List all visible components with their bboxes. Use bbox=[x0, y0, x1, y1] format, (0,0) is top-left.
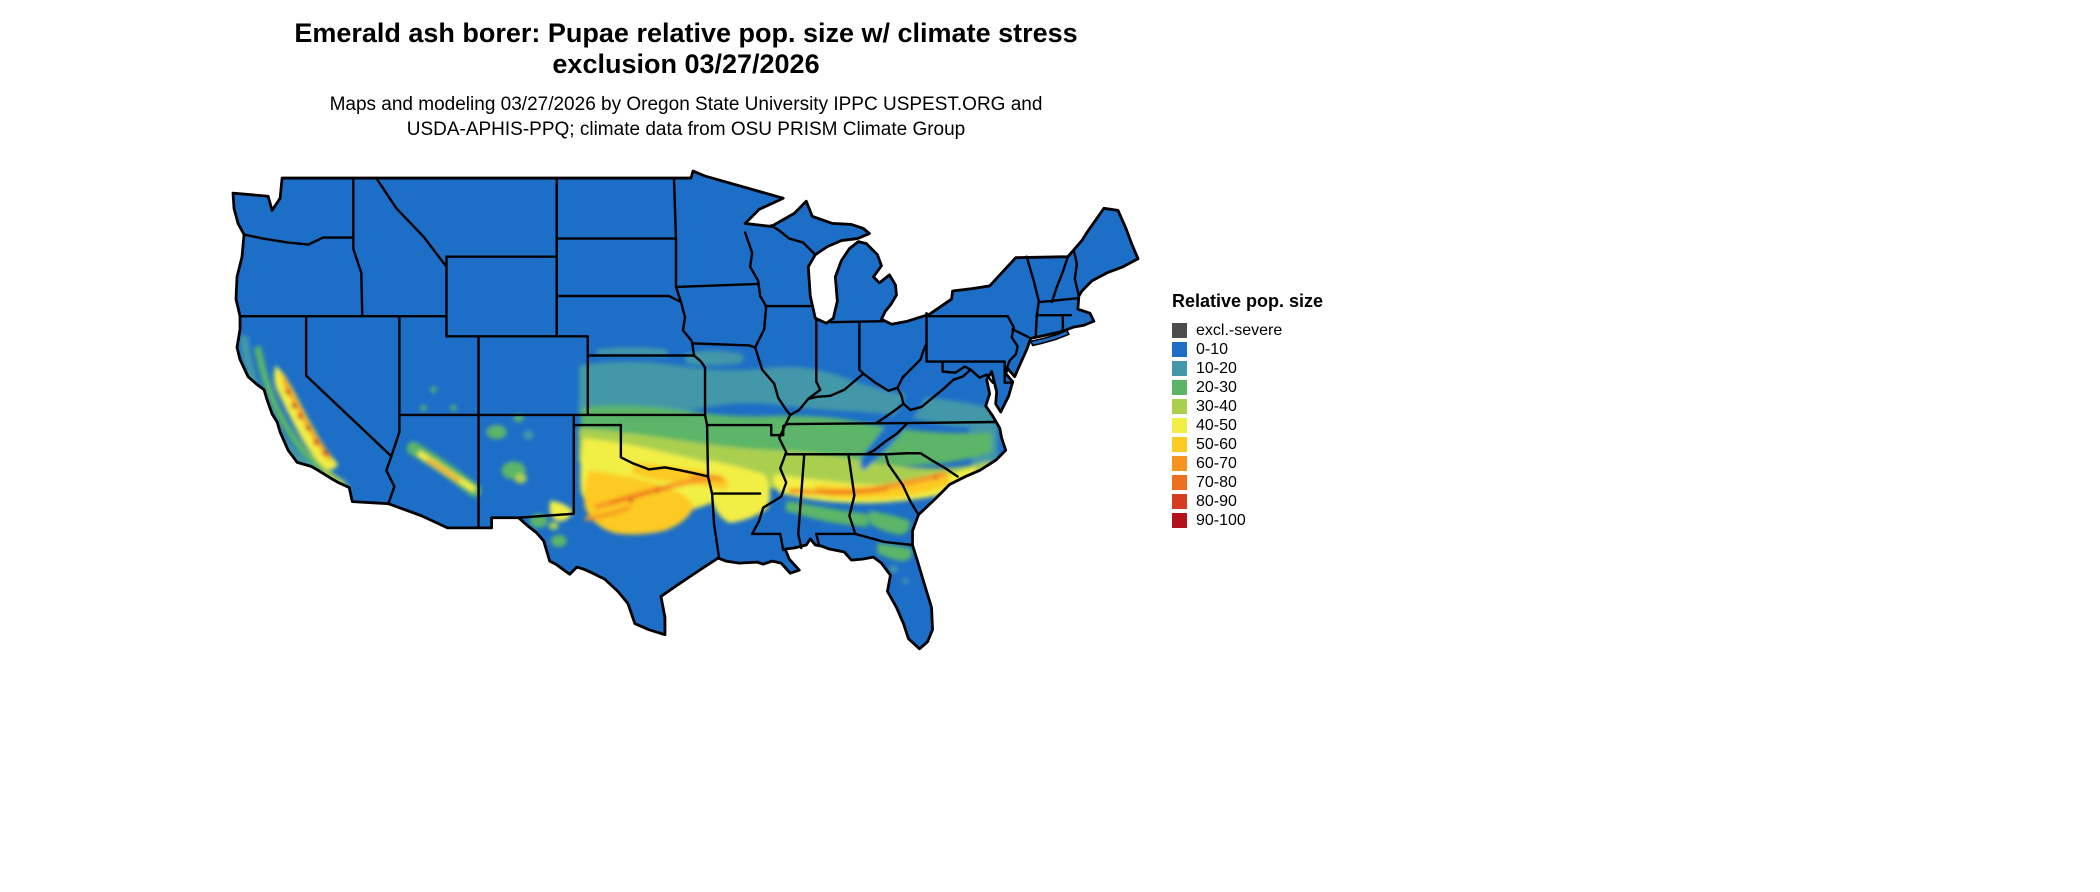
legend-item: 90-100 bbox=[1172, 511, 1392, 530]
pop-region-green-ne-florida bbox=[877, 542, 912, 562]
legend-label: 70-80 bbox=[1196, 474, 1237, 491]
map-title: Emerald ash borer: Pupae relative pop. s… bbox=[0, 18, 1372, 80]
legend-label: 80-90 bbox=[1196, 493, 1237, 510]
pop-region-green-utah bbox=[450, 404, 457, 411]
pop-region-darkred-central-valley bbox=[291, 403, 297, 409]
legend-label: 40-50 bbox=[1196, 417, 1237, 434]
legend-item: 80-90 bbox=[1172, 492, 1392, 511]
pop-region-orange-arizona bbox=[426, 458, 461, 482]
legend-items: excl.-severe 0-10 10-20 20-30 30-40 40-50 50-6… bbox=[1172, 321, 1392, 530]
legend-item: 60-70 bbox=[1172, 454, 1392, 473]
legend: Relative pop. size excl.-severe 0-10 10-20… bbox=[1172, 291, 1392, 530]
pop-region-yellow-arkansas-louisiana bbox=[708, 460, 771, 523]
pop-region-teal-florida bbox=[889, 565, 898, 574]
map-title-line2: exclusion 03/27/2026 bbox=[552, 49, 820, 79]
map-color-layer bbox=[233, 171, 1138, 649]
pop-region-green-se-georgia bbox=[869, 510, 910, 535]
legend-item: 0-10 bbox=[1172, 340, 1392, 359]
legend-item: 30-40 bbox=[1172, 397, 1392, 416]
pop-region-gold-central-texas bbox=[584, 470, 695, 535]
pop-region-darkorange-texas bbox=[609, 486, 671, 506]
legend-item: 50-60 bbox=[1172, 435, 1392, 454]
pop-region-darkred-central-valley bbox=[305, 425, 311, 431]
state-borders-central bbox=[555, 176, 909, 560]
pop-region-green-california bbox=[254, 345, 336, 480]
us-map-svg bbox=[231, 169, 1140, 651]
long-island bbox=[1029, 329, 1070, 347]
legend-swatch bbox=[1172, 437, 1187, 452]
legend-swatch bbox=[1172, 361, 1187, 376]
map-credits-line2: USDA-APHIS-PPQ; climate data from OSU PR… bbox=[406, 119, 966, 140]
pop-region-teal-iowa bbox=[684, 350, 745, 366]
map-credits: Maps and modeling 03/27/2026 by Oregon S… bbox=[0, 92, 1372, 142]
legend-label: 10-20 bbox=[1196, 360, 1237, 377]
pop-region-red-central-valley bbox=[322, 450, 329, 457]
legend-label: 20-30 bbox=[1196, 379, 1237, 396]
state-borders-west bbox=[238, 176, 707, 530]
map-title-line1: Emerald ash borer: Pupae relative pop. s… bbox=[294, 18, 1078, 48]
pop-region-red-south-carolina bbox=[933, 475, 938, 480]
legend-item: 20-30 bbox=[1172, 378, 1392, 397]
legend-item: excl.-severe bbox=[1172, 321, 1392, 340]
legend-swatch bbox=[1172, 456, 1187, 471]
legend-label: 60-70 bbox=[1196, 455, 1237, 472]
legend-swatch bbox=[1172, 399, 1187, 414]
pop-region-red-central-valley bbox=[313, 439, 320, 446]
pop-region-green-new-mexico bbox=[486, 425, 507, 440]
legend-swatch bbox=[1172, 342, 1187, 357]
pop-region-yellowgreen-west-texas bbox=[548, 521, 559, 530]
pop-region-red-central-valley bbox=[297, 412, 304, 419]
us-map bbox=[228, 168, 1140, 672]
state-borders-east bbox=[789, 249, 1081, 548]
pop-region-green-gulf bbox=[785, 500, 870, 527]
legend-swatch bbox=[1172, 494, 1187, 509]
pop-region-green-west-texas bbox=[522, 530, 535, 541]
pop-region-teal-new-mexico bbox=[523, 430, 534, 441]
pop-region-red-central-valley bbox=[285, 388, 292, 395]
pop-region-orange-texas bbox=[584, 505, 631, 521]
pop-region-red-texas bbox=[654, 487, 660, 492]
pop-region-yellowgreen-new-mexico bbox=[514, 473, 527, 484]
legend-swatch bbox=[1172, 513, 1187, 528]
map-credits-line1: Maps and modeling 03/27/2026 by Oregon S… bbox=[329, 94, 1043, 115]
legend-swatch bbox=[1172, 323, 1187, 338]
pop-region-orange-central-valley bbox=[282, 379, 330, 459]
legend-label: 90-100 bbox=[1196, 512, 1246, 529]
legend-swatch bbox=[1172, 380, 1187, 395]
pop-region-teal-florida bbox=[902, 578, 909, 585]
legend-label: 50-60 bbox=[1196, 436, 1237, 453]
pop-region-green-utah bbox=[430, 386, 437, 393]
legend-title: Relative pop. size bbox=[1172, 291, 1324, 311]
pop-region-green-band bbox=[580, 405, 992, 468]
pop-region-green-utah bbox=[420, 404, 427, 411]
legend-item: 10-20 bbox=[1172, 359, 1392, 378]
legend-item: 40-50 bbox=[1172, 416, 1392, 435]
pop-region-red-texas bbox=[628, 498, 634, 503]
legend-swatch bbox=[1172, 475, 1187, 490]
pop-region-green-west-texas bbox=[550, 534, 567, 548]
legend-label: 30-40 bbox=[1196, 398, 1237, 415]
legend-swatch bbox=[1172, 418, 1187, 433]
legend-label: excl.-severe bbox=[1196, 322, 1283, 339]
legend-item: 70-80 bbox=[1172, 473, 1392, 492]
legend-label: 0-10 bbox=[1196, 341, 1229, 358]
pop-region-yellowgreen-band bbox=[578, 428, 990, 500]
